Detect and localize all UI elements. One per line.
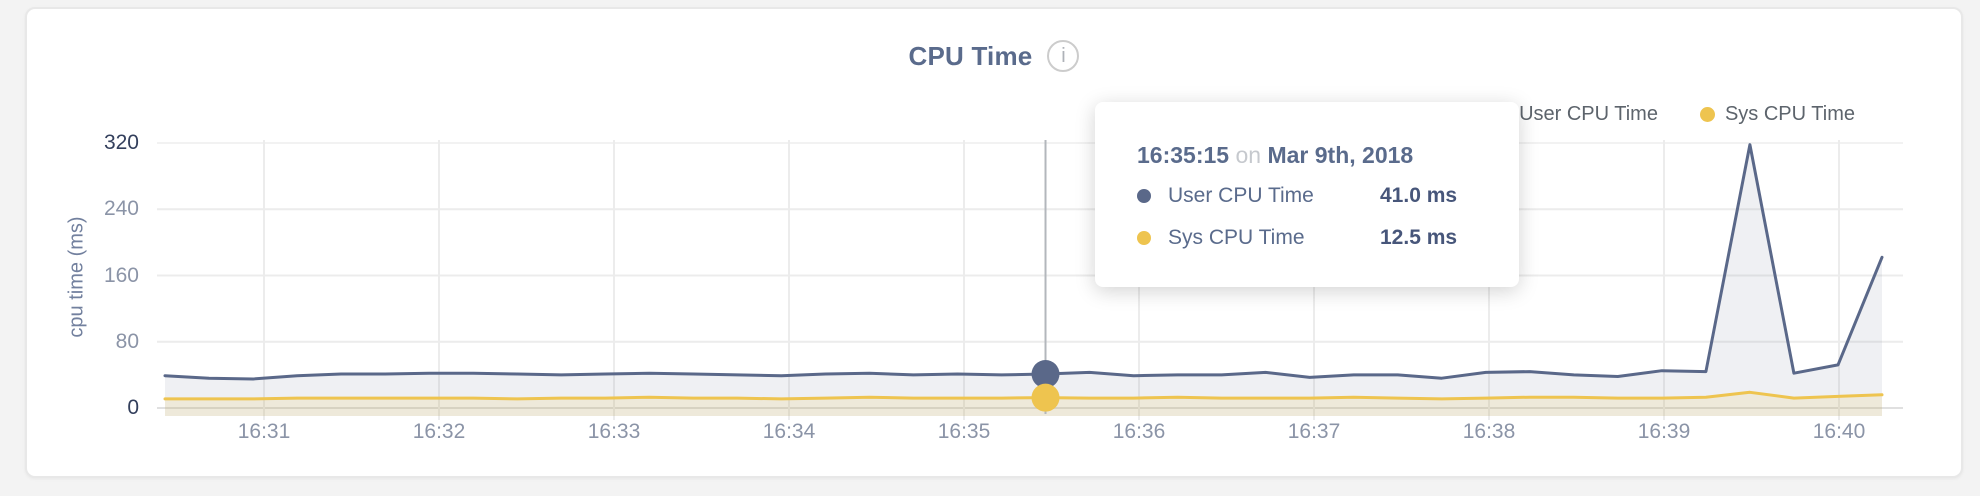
- tooltip-title: 16:35:15 on Mar 9th, 2018: [1137, 142, 1519, 169]
- y-tick-80: 80: [115, 329, 139, 353]
- cpu-time-chart-card: CPU Time i User CPU Time Sys CPU Time cp…: [25, 7, 1963, 478]
- y-axis-title: cpu time (ms): [65, 216, 88, 338]
- tooltip-connector: on: [1235, 142, 1262, 168]
- legend-label-sys: Sys CPU Time: [1724, 103, 1855, 125]
- user-cpu-area: [165, 144, 1882, 416]
- x-tick-16:34: 16:34: [762, 420, 816, 443]
- x-tick-16:37: 16:37: [1287, 420, 1341, 443]
- legend-label-user: User CPU Time: [1519, 103, 1658, 125]
- x-tick-16:32: 16:32: [412, 420, 466, 443]
- chart-header: CPU Time i: [27, 39, 1961, 73]
- x-tick-16:38: 16:38: [1462, 420, 1516, 443]
- legend-item-sys-cpu-time[interactable]: Sys CPU Time: [1699, 103, 1855, 126]
- y-tick-160: 160: [103, 263, 139, 287]
- chart-tooltip: 16:35:15 on Mar 9th, 2018 User CPU Time …: [1095, 102, 1519, 287]
- y-tick-240: 240: [103, 197, 139, 221]
- plot-area[interactable]: [27, 9, 1961, 481]
- user-cpu-line: [163, 143, 1884, 381]
- x-tick-16:39: 16:39: [1637, 420, 1691, 443]
- x-tick-16:31: 16:31: [237, 420, 291, 443]
- tooltip-row-sys: Sys CPU Time 12.5 ms: [1137, 223, 1519, 253]
- tooltip-value-sys: 12.5 ms: [1380, 226, 1458, 249]
- x-tick-16:40: 16:40: [1812, 420, 1866, 443]
- tooltip-value-user: 41.0 ms: [1380, 184, 1458, 207]
- chart-legend: User CPU Time Sys CPU Time: [1494, 103, 1855, 126]
- info-icon[interactable]: i: [1047, 40, 1080, 72]
- tooltip-label-sys: Sys CPU Time: [1168, 226, 1305, 249]
- x-tick-16:36: 16:36: [1112, 420, 1166, 443]
- tooltip-time: 16:35:15: [1137, 142, 1230, 168]
- tooltip-date: Mar 9th, 2018: [1267, 142, 1414, 168]
- y-tick-0: 0: [127, 396, 139, 419]
- chart-svg[interactable]: [27, 9, 1961, 476]
- y-tick-320: 320: [103, 131, 139, 154]
- user-series-dot-icon: [1137, 189, 1151, 203]
- x-tick-16:33: 16:33: [587, 420, 641, 443]
- sys-series-dot-icon: [1137, 231, 1151, 245]
- tooltip-label-user: User CPU Time: [1168, 184, 1314, 207]
- x-tick-16:35: 16:35: [937, 420, 991, 443]
- sys-highlight-dot: [1031, 383, 1060, 412]
- sys-series-dot-icon: [1699, 107, 1715, 122]
- tooltip-row-user: User CPU Time 41.0 ms: [1137, 181, 1519, 211]
- sys-cpu-line: [163, 390, 1884, 401]
- user-highlight-dot: [1031, 360, 1060, 389]
- chart-title: CPU Time: [908, 40, 1033, 71]
